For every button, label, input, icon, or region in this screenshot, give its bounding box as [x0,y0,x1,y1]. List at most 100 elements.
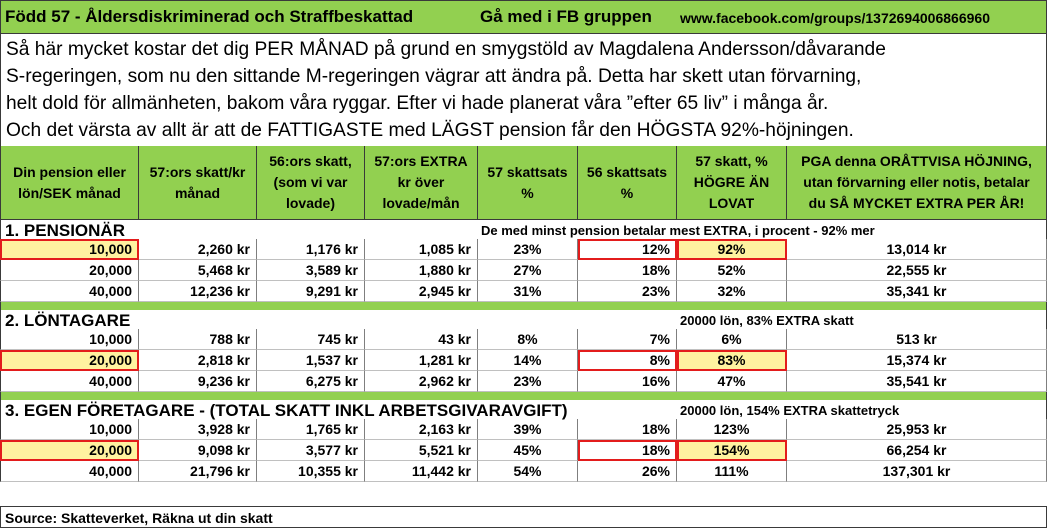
table-row: 40,000 12,236 kr 9,291 kr 2,945 kr 31% 23% 32%… [0,281,1047,302]
column-header-line: 57 skatt, % [695,153,768,169]
extra-cell: 43 kr [365,329,478,350]
column-header-line: LOVAT [708,195,755,211]
tax56-cell: 1,176 kr [257,239,365,260]
income-cell: 20,000 [0,440,139,461]
increase-cell: 83% [677,350,787,371]
increase-cell: 47% [677,371,787,392]
rate57-cell: 31% [478,281,578,302]
table-row: 10,000 3,928 kr 1,765 kr 2,163 kr 39% 18% 123%… [0,419,1047,440]
increase-cell: 6% [677,329,787,350]
rate57-cell: 14% [478,350,578,371]
rate57-cell: 54% [478,461,578,482]
table-row: 40,000 21,796 kr 10,355 kr 11,442 kr 54% 26% 1… [0,461,1047,482]
column-header-line: kr över [397,174,445,190]
intro-text: Så här mycket kostar det dig PER MÅNAD p… [0,34,1047,146]
rate56-cell: 7% [578,329,677,350]
column-header-line: Din pension eller [13,163,126,180]
yearly-extra-cell: 35,341 kr [787,281,1047,302]
column-header: 57 skatt, % HÖGRE ÄN LOVAT [677,146,787,220]
column-header-line: 56:ors skatt, [269,153,352,169]
section-note: De med minst pension betalar mest EXTRA,… [481,223,875,238]
tax56-cell: 1,765 kr [257,419,365,440]
intro-line: Så här mycket kostar det dig PER MÅNAD p… [6,39,886,60]
tax57-cell: 2,260 kr [139,239,257,260]
tax56-cell: 9,291 kr [257,281,365,302]
section-title: 2. LÖNTAGARE [5,311,131,330]
tax56-cell: 10,355 kr [257,461,365,482]
column-header-line: lovade) [285,195,335,211]
column-header: 56 skattsats% [578,146,677,220]
income-cell: 20,000 [0,350,139,371]
tax56-cell: 3,589 kr [257,260,365,281]
intro-line: S-regeringen, som nu den sittande M-rege… [6,66,862,87]
column-header-line: (som vi var [273,174,348,190]
extra-cell: 5,521 kr [365,440,478,461]
section-header: 3. EGEN FÖRETAGARE - (TOTAL SKATT INKL A… [0,400,1047,420]
tax56-cell: 745 kr [257,329,365,350]
tax57-cell: 12,236 kr [139,281,257,302]
column-header-line: PGA denna ORÅTTVISA HÖJNING, [801,153,1032,169]
increase-cell: 154% [677,440,787,461]
increase-cell: 123% [677,419,787,440]
extra-cell: 11,442 kr [365,461,478,482]
intro-line: Och det värsta av allt är att de FATTIGA… [6,120,854,141]
page-title: Född 57 - Åldersdiskriminerad och Straff… [5,7,414,26]
yearly-extra-cell: 513 kr [787,329,1047,350]
column-header-line: 57:ors skatt/kr [149,163,246,180]
source-note: Source: Skatteverket, Räkna ut din skatt [0,506,1047,528]
rate56-cell: 8% [578,350,677,371]
rate57-cell: 8% [478,329,578,350]
section-header: 1. PENSIONÄR De med minst pension betalar… [0,220,1047,240]
column-header-line: utan förvarning eller notis, betalar [803,174,1030,190]
section-title: 3. EGEN FÖRETAGARE - (TOTAL SKATT INKL A… [5,401,568,420]
income-cell: 10,000 [0,329,139,350]
tax57-cell: 9,236 kr [139,371,257,392]
tax56-cell: 6,275 kr [257,371,365,392]
intro-line: helt dold för allmänheten, bakom våra ry… [6,93,829,114]
title-bar: Född 57 - Åldersdiskriminerad och Straff… [0,0,1047,34]
tax56-cell: 3,577 kr [257,440,365,461]
income-cell: 10,000 [0,239,139,260]
increase-cell: 52% [677,260,787,281]
rate56-cell: 16% [578,371,677,392]
column-header: 57:ors skatt/kr månad [139,146,257,220]
facebook-group-link[interactable]: www.facebook.com/groups/1372694006866960 [680,10,990,26]
column-header: 57 skattsats% [478,146,578,220]
income-cell: 10,000 [0,419,139,440]
yearly-extra-cell: 25,953 kr [787,419,1047,440]
extra-cell: 2,962 kr [365,371,478,392]
column-header-line: 57 skattsats [487,163,568,180]
increase-cell: 111% [677,461,787,482]
table-header: Din pension eller lön/SEK månad 57:ors ska… [0,146,1047,220]
tax57-cell: 3,928 kr [139,419,257,440]
extra-cell: 2,945 kr [365,281,478,302]
income-cell: 40,000 [0,371,139,392]
tax57-cell: 21,796 kr [139,461,257,482]
column-header: 56:ors skatt, (som vi var lovade) [257,146,365,220]
yearly-extra-cell: 22,555 kr [787,260,1047,281]
rate57-cell: 23% [478,371,578,392]
table-row: 20,000 9,098 kr 3,577 kr 5,521 kr 45% 18% 154%… [0,440,1047,461]
extra-cell: 2,163 kr [365,419,478,440]
yearly-extra-cell: 13,014 kr [787,239,1047,260]
column-header-line: lovade/mån [382,195,460,211]
rate56-cell: 18% [578,260,677,281]
column-header-line: % [521,184,534,201]
tax57-cell: 788 kr [139,329,257,350]
income-cell: 40,000 [0,461,139,482]
table-row: 40,000 9,236 kr 6,275 kr 2,962 kr 23% 16% 47% 3… [0,371,1047,392]
column-header-line: HÖGRE ÄN [693,174,770,190]
column-header-line: lön/SEK månad [18,184,121,201]
column-header-line: du SÅ MYCKET EXTRA PER ÅR! [808,195,1025,211]
income-cell: 40,000 [0,281,139,302]
increase-cell: 32% [677,281,787,302]
income-cell: 20,000 [0,260,139,281]
tax57-cell: 2,818 kr [139,350,257,371]
yearly-extra-cell: 15,374 kr [787,350,1047,371]
rate57-cell: 23% [478,239,578,260]
rate57-cell: 39% [478,419,578,440]
rate56-cell: 18% [578,440,677,461]
yearly-extra-cell: 137,301 kr [787,461,1047,482]
yearly-extra-cell: 35,541 kr [787,371,1047,392]
